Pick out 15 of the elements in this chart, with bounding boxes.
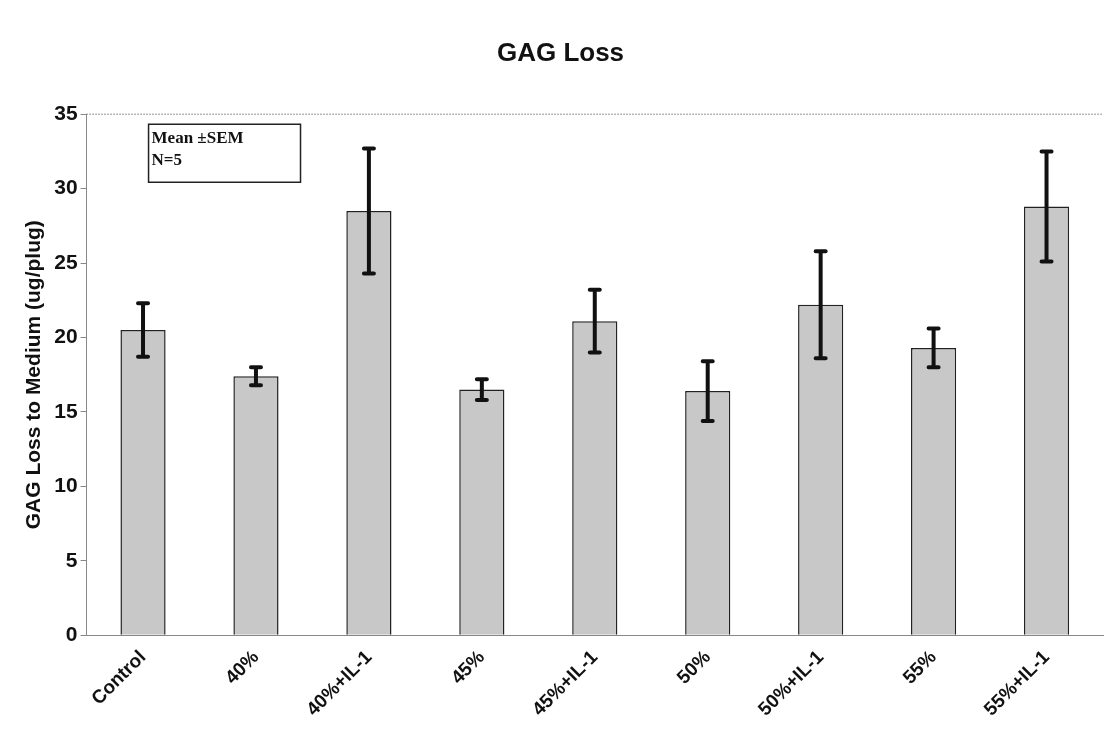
x-tick-label: 55% <box>898 645 941 688</box>
y-tick-label: 20 <box>54 324 78 348</box>
x-tick-label: 50% <box>672 645 715 688</box>
annotation: Mean ±SEM N=5 <box>151 128 244 170</box>
y-tick-label: 0 <box>65 622 78 646</box>
y-tick-label: 25 <box>54 249 78 273</box>
x-tick-label: 40% <box>220 645 263 688</box>
x-tick-label: 45% <box>446 645 489 688</box>
chart-title: GAG Loss <box>496 36 625 67</box>
y-tick-label: 10 <box>54 473 78 497</box>
y-axis-title: GAG Loss to Medium (ug/plug) <box>21 220 45 530</box>
y-tick-label: 5 <box>65 547 78 571</box>
y-tick-label: 15 <box>54 398 78 422</box>
y-tick-label: 35 <box>54 101 78 124</box>
y-tick-label: 30 <box>54 175 78 199</box>
